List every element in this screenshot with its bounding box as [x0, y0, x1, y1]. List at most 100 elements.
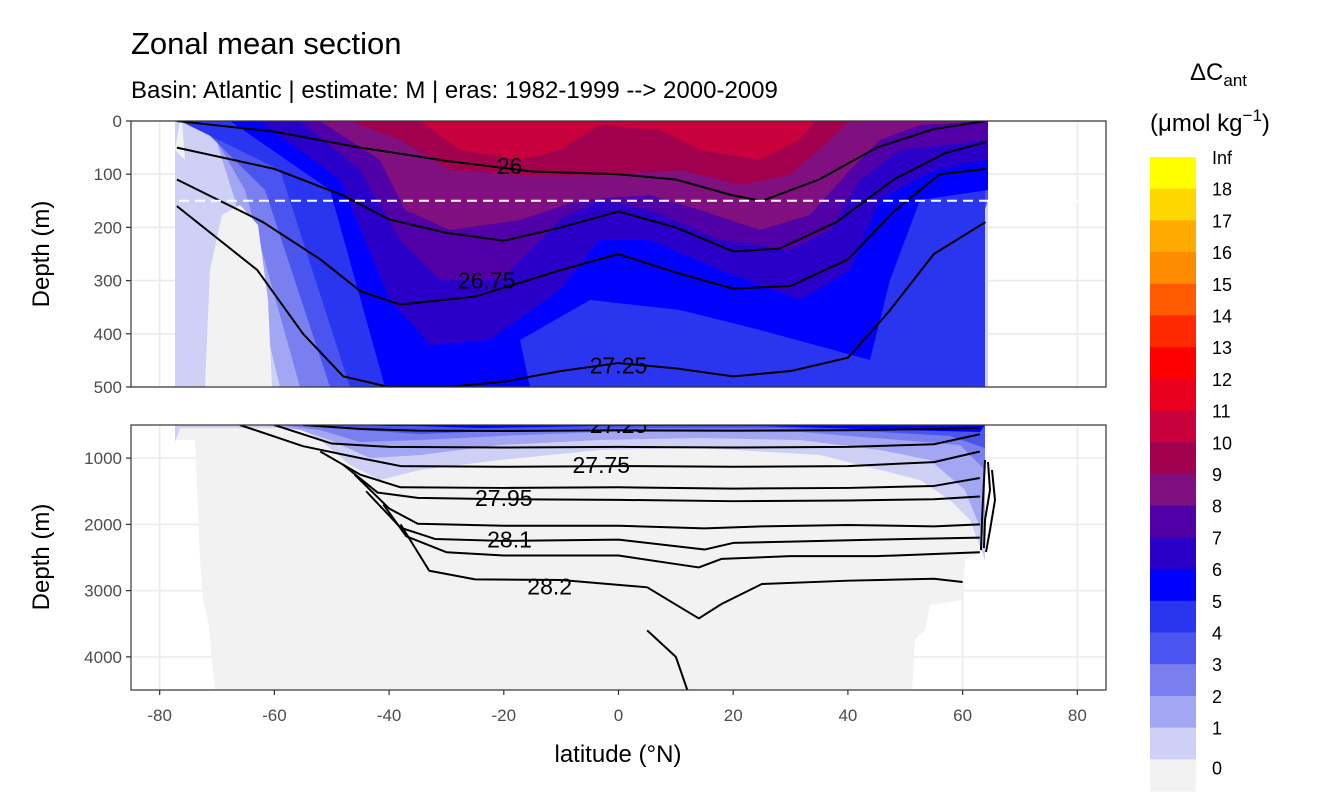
legend-label: 9 — [1212, 465, 1222, 485]
isopycnal-line — [176, 205, 987, 387]
upper-contour-labels: 26 26.75 27.25 — [458, 153, 647, 379]
contour-label: 27.25 — [590, 412, 648, 438]
legend-units-close: ) — [1262, 110, 1270, 137]
contour-label: 27.95 — [475, 485, 533, 511]
legend-key — [1150, 188, 1196, 221]
legend-label: 16 — [1212, 243, 1232, 263]
legend-key — [1150, 759, 1196, 792]
x-tick-label: -80 — [147, 706, 172, 725]
deep-field-4 — [280, 425, 985, 470]
y-tick-label: 0 — [113, 112, 122, 131]
contour-label: 28.1 — [487, 527, 532, 553]
legend: ΔCant (μmol kg−1) Inf1817161514131211109… — [1150, 59, 1270, 792]
legend-label: 3 — [1212, 655, 1222, 675]
legend-key — [1150, 252, 1196, 285]
upper-filled-field — [175, 121, 988, 387]
y-tick-label: 500 — [94, 378, 122, 397]
legend-label: 0 — [1212, 758, 1222, 778]
legend-title: ΔCant — [1190, 59, 1247, 90]
y-tick-label: 3000 — [84, 582, 122, 601]
isopycnal-line — [239, 425, 981, 468]
isopycnal-line — [353, 473, 980, 530]
legend-key — [1150, 347, 1196, 380]
chart-subtitle: Basin: Atlantic | estimate: M | eras: 19… — [131, 77, 778, 104]
legend-key — [1150, 632, 1196, 665]
x-tick-label: -20 — [492, 706, 517, 725]
legend-label: 11 — [1212, 402, 1231, 422]
legend-label: 18 — [1212, 180, 1232, 200]
lower-panel: 27.25 27.75 27.95 28.1 28.2 1000 2000 3000 4000 — [84, 412, 1107, 691]
legend-label: 6 — [1212, 560, 1222, 580]
isopycnal-line — [302, 425, 980, 432]
field-10-11 — [420, 121, 815, 160]
field-shallow-gap — [205, 205, 272, 387]
contour-label: 26.75 — [458, 268, 516, 294]
legend-label: 2 — [1212, 687, 1222, 707]
upper-y-axis: 0 100 200 300 400 500 — [94, 112, 131, 397]
contour-label: 27.75 — [573, 452, 631, 478]
x-tick-label: 0 — [614, 706, 623, 725]
legend-key — [1150, 283, 1196, 317]
y-tick-label: 100 — [94, 165, 122, 184]
legend-units-sup: −1 — [1243, 106, 1262, 125]
legend-key — [1150, 600, 1196, 634]
x-tick-label: 20 — [724, 706, 743, 725]
isopycnal-line — [646, 629, 689, 690]
legend-key — [1150, 537, 1196, 570]
legend-label: 1 — [1212, 719, 1222, 739]
upper-isopycnals — [176, 121, 987, 387]
legend-label: 10 — [1212, 433, 1232, 453]
contour-label: 28.2 — [527, 574, 572, 600]
legend-label: 5 — [1212, 592, 1222, 612]
legend-key — [1150, 505, 1196, 538]
contour-label: 26 — [497, 153, 523, 179]
isopycnal-line — [274, 425, 981, 449]
x-tick-label: 80 — [1068, 706, 1087, 725]
x-axis: -80 -60 -40 -20 0 20 40 60 80 — [147, 690, 1087, 725]
legend-label: 14 — [1212, 307, 1232, 327]
legend-key — [1150, 569, 1196, 602]
y-axis-title-lower: Depth (m) — [28, 504, 55, 611]
isopycnal-line — [365, 490, 980, 551]
legend-title-sub: ant — [1223, 71, 1247, 90]
legend-label: 15 — [1212, 275, 1232, 295]
legend-label: 7 — [1212, 528, 1222, 548]
x-tick-label: -60 — [262, 706, 287, 725]
y-tick-label: 1000 — [84, 449, 122, 468]
legend-key — [1150, 727, 1196, 760]
field-south-edge — [175, 121, 185, 160]
isopycnal-line — [176, 167, 986, 306]
x-axis-title: latitude (°N) — [555, 741, 682, 768]
legend-label: 8 — [1212, 497, 1222, 517]
isopycnal-line — [382, 503, 980, 569]
legend-label: 13 — [1212, 338, 1232, 358]
contour-label: 27.25 — [590, 353, 648, 379]
legend-key — [1150, 378, 1196, 412]
legend-units-main: (μmol kg — [1150, 110, 1243, 137]
x-tick-label: -40 — [377, 706, 402, 725]
legend-label: Inf — [1212, 148, 1233, 168]
lower-y-axis: 1000 2000 3000 4000 — [84, 449, 131, 667]
y-tick-label: 4000 — [84, 648, 122, 667]
legend-key — [1150, 474, 1196, 507]
x-tick-label: 60 — [953, 706, 972, 725]
isopycnal-line — [342, 463, 980, 503]
legend-label: 17 — [1212, 211, 1232, 231]
upper-panel: 26 26.75 27.25 0 100 200 300 400 500 — [94, 112, 1107, 397]
y-tick-label: 2000 — [84, 515, 122, 534]
deep-field-2 — [175, 425, 985, 560]
y-tick-label: 300 — [94, 272, 122, 291]
legend-key — [1150, 695, 1196, 729]
legend-title-main: ΔC — [1190, 59, 1223, 86]
legend-key — [1150, 664, 1196, 697]
isopycnal-line — [319, 450, 980, 490]
upper-panel-border — [130, 120, 1107, 388]
legend-key — [1150, 220, 1196, 253]
legend-label: 4 — [1212, 624, 1222, 644]
isopycnal-line — [399, 523, 963, 620]
deep-field-6 — [380, 425, 985, 432]
legend-key — [1150, 157, 1196, 190]
isopycnal-line — [176, 121, 986, 202]
